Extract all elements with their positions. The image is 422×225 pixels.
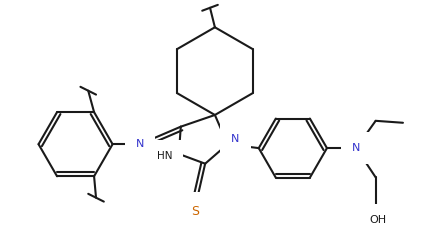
- Text: N: N: [352, 143, 360, 153]
- Text: HN: HN: [157, 151, 173, 161]
- Text: S: S: [192, 205, 200, 218]
- Text: N: N: [136, 139, 144, 149]
- Text: OH: OH: [369, 215, 386, 225]
- Text: N: N: [231, 134, 240, 144]
